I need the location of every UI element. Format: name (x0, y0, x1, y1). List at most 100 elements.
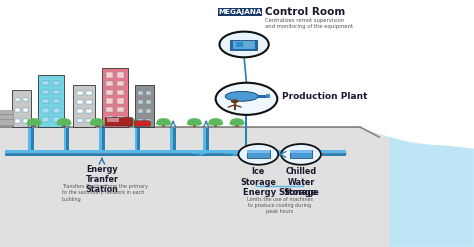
Bar (117, 107, 124, 112)
Bar (106, 72, 113, 78)
Bar (15, 119, 20, 123)
Bar (214, 124, 218, 127)
Bar (12, 90, 31, 127)
Bar (101, 127, 105, 150)
Bar (53, 90, 60, 94)
Circle shape (63, 121, 72, 126)
Bar (117, 81, 124, 86)
Polygon shape (356, 127, 474, 247)
Bar (146, 109, 151, 113)
Circle shape (230, 118, 244, 125)
Circle shape (124, 118, 137, 125)
Text: Energy Storage: Energy Storage (243, 188, 317, 197)
Bar (86, 91, 91, 95)
Bar (247, 150, 270, 158)
Bar (77, 100, 82, 104)
FancyBboxPatch shape (218, 8, 262, 16)
Circle shape (123, 121, 132, 126)
Bar (128, 124, 132, 127)
Bar (230, 40, 257, 50)
Text: MEGAJANA: MEGAJANA (218, 9, 262, 15)
Bar (23, 119, 28, 123)
Bar (138, 91, 143, 95)
Text: Transfers Cooling from the primary
to the secondary network in each
building: Transfers Cooling from the primary to th… (62, 184, 147, 202)
Bar (23, 98, 28, 101)
Bar (99, 127, 101, 150)
Bar (135, 127, 137, 150)
Bar (135, 85, 154, 127)
Text: Chilled
Water
Storage: Chilled Water Storage (283, 167, 319, 197)
Bar (117, 72, 124, 78)
Bar (107, 118, 118, 122)
Bar (235, 124, 239, 127)
Bar (106, 90, 113, 95)
Bar (15, 98, 20, 101)
Bar (42, 108, 49, 113)
Circle shape (129, 121, 138, 126)
Circle shape (27, 118, 41, 125)
Bar (86, 100, 91, 104)
Circle shape (188, 118, 201, 125)
Bar (290, 150, 312, 153)
Circle shape (33, 121, 42, 126)
Circle shape (27, 121, 36, 126)
Bar (53, 108, 60, 113)
Bar (257, 95, 267, 98)
Bar (66, 127, 69, 150)
Bar (245, 42, 252, 47)
Bar (138, 119, 143, 123)
Bar (106, 81, 113, 86)
Bar (106, 116, 113, 121)
Bar (117, 99, 124, 104)
Bar (266, 94, 270, 98)
Circle shape (208, 121, 217, 126)
Circle shape (281, 144, 321, 165)
Circle shape (187, 121, 196, 126)
Bar (5, 150, 346, 153)
Circle shape (209, 118, 222, 125)
Bar (236, 42, 243, 47)
Bar (106, 107, 113, 112)
Bar (138, 109, 143, 113)
Bar (77, 119, 82, 123)
Circle shape (96, 121, 105, 126)
Bar (233, 41, 255, 49)
Bar (77, 109, 82, 113)
Circle shape (214, 121, 223, 126)
Bar (38, 75, 64, 127)
Polygon shape (379, 135, 474, 247)
Circle shape (216, 83, 277, 115)
Bar (206, 127, 209, 150)
Bar (192, 124, 196, 127)
Bar (53, 99, 60, 103)
Bar (290, 150, 312, 158)
Bar (15, 108, 20, 112)
FancyBboxPatch shape (105, 118, 133, 126)
Bar (146, 91, 151, 95)
Circle shape (162, 121, 171, 126)
Bar (23, 108, 28, 112)
Bar (162, 124, 165, 127)
Bar (62, 124, 66, 127)
Bar (53, 81, 60, 85)
Bar (32, 124, 36, 127)
Circle shape (156, 121, 165, 126)
Bar (146, 100, 151, 104)
Bar (95, 124, 99, 127)
Bar (117, 90, 124, 95)
Circle shape (236, 121, 245, 126)
Bar (53, 117, 60, 122)
Text: Centralizes remot supervision
and monitoring of the equipment: Centralizes remot supervision and monito… (265, 18, 354, 29)
Circle shape (231, 99, 238, 103)
Circle shape (219, 32, 269, 57)
Text: Energy
Tranfer
Station: Energy Tranfer Station (85, 165, 118, 194)
Bar (137, 127, 140, 150)
Bar (203, 127, 206, 150)
Circle shape (56, 121, 65, 126)
Bar (64, 127, 66, 150)
FancyBboxPatch shape (134, 121, 150, 126)
Bar (42, 99, 49, 103)
Text: Control Room: Control Room (265, 7, 346, 17)
Bar (0, 110, 13, 126)
Circle shape (238, 144, 278, 165)
